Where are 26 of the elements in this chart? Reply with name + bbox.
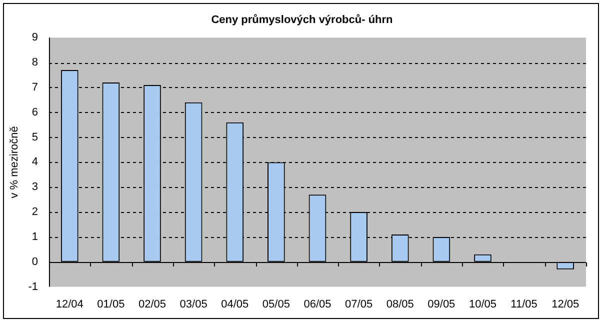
y-tick-label: -1 [28, 280, 38, 293]
x-tick-label: 01/05 [97, 298, 125, 310]
x-tick-label: 09/05 [428, 298, 456, 310]
y-tick-label: 2 [32, 206, 38, 218]
x-tick-label: 03/05 [180, 298, 208, 310]
y-tick-label: 1 [32, 230, 38, 243]
y-tick-label: 0 [32, 256, 38, 268]
y-tick-label: 6 [32, 106, 38, 118]
x-tick-label: 06/05 [304, 298, 332, 310]
y-axis-title: v % meziročně [8, 126, 21, 198]
y-tick-label: 7 [32, 81, 38, 94]
y-tick-label: 9 [32, 32, 38, 44]
y-tick-label: 4 [32, 156, 38, 168]
x-tick-label: 12/04 [56, 298, 84, 310]
x-tick-label: 11/05 [510, 298, 538, 310]
x-tick-label: 07/05 [345, 298, 373, 310]
x-tick-label: 08/05 [386, 298, 414, 310]
x-tick-label: 02/05 [138, 298, 166, 310]
x-tick-label: 04/05 [221, 298, 249, 310]
x-tick-label: 12/05 [552, 298, 580, 310]
y-tick-label: 3 [32, 181, 38, 194]
y-tick-label: 5 [32, 131, 38, 144]
x-tick-label: 10/05 [468, 298, 496, 310]
chart-title: Ceny průmyslových výrobců- úhrn [210, 14, 394, 26]
y-tick-label: 8 [32, 56, 38, 69]
x-tick-label: 05/05 [262, 298, 290, 310]
